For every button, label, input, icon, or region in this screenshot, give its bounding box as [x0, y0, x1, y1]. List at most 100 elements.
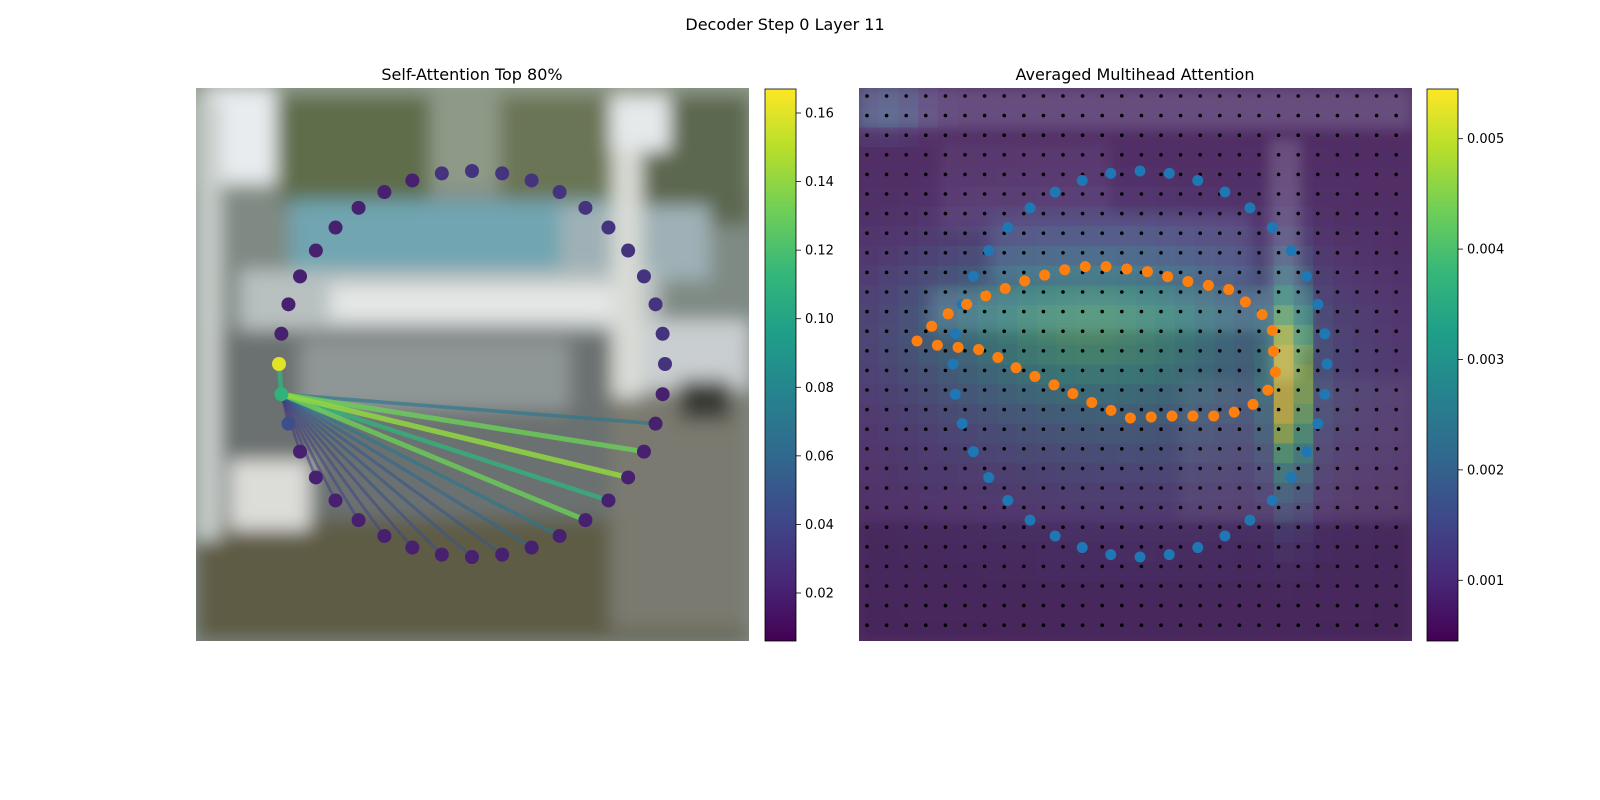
grid-point [1296, 447, 1300, 451]
grid-point [982, 623, 987, 627]
grid-point [1335, 466, 1340, 471]
heatmap-cell [1372, 364, 1393, 385]
heatmap-cell [918, 621, 939, 641]
heatmap-cell [938, 483, 959, 504]
heatmap-cell [1214, 147, 1235, 168]
grid-point [1335, 309, 1340, 314]
predicted-contour-point [1262, 384, 1274, 396]
predicted-contour-point [1239, 296, 1251, 308]
grid-point [1041, 251, 1046, 255]
grid-point [884, 584, 889, 588]
heatmap-cell [1372, 147, 1393, 168]
heatmap-cell [997, 562, 1018, 583]
heatmap-cell [1135, 522, 1156, 543]
colorbar-tick-label: 0.12 [805, 244, 834, 259]
grid-point [943, 525, 948, 529]
heatmap-cell [878, 522, 900, 543]
predicted-contour-point [911, 335, 923, 347]
grid-point [1198, 329, 1202, 334]
grid-point [1159, 486, 1163, 490]
grid-point [1394, 447, 1398, 451]
contour-point [351, 200, 366, 215]
heatmap-cell [898, 581, 919, 603]
heatmap-cell [1372, 423, 1393, 445]
grid-point [943, 251, 948, 255]
grid-point [1022, 349, 1026, 353]
heatmap-cell [1273, 305, 1295, 326]
heatmap-cell [1096, 502, 1117, 524]
grid-point [1276, 153, 1281, 157]
heatmap-cell [1333, 167, 1354, 188]
grid-point [1061, 251, 1065, 255]
grid-point [943, 368, 948, 373]
grid-point [1198, 564, 1202, 569]
grid-point [1041, 584, 1046, 588]
grid-point [982, 388, 987, 392]
predicted-contour-point [1100, 261, 1112, 273]
heatmap-cell [1352, 147, 1374, 168]
contour-point [655, 326, 670, 341]
heatmap-cell [938, 404, 959, 425]
heatmap-cell [898, 443, 919, 464]
heatmap-cell [1293, 285, 1314, 306]
grid-point [904, 349, 908, 353]
grid-point [982, 447, 987, 451]
heatmap-cell [1096, 581, 1117, 603]
grid-point [1394, 270, 1398, 275]
heatmap-cell [918, 246, 939, 267]
grid-point [1355, 368, 1359, 373]
grid-point [943, 113, 948, 118]
grid-point [1159, 407, 1163, 412]
heatmap-cell [957, 186, 979, 208]
grid-point [1159, 388, 1163, 392]
heatmap-cell [997, 265, 1018, 287]
grid-point [924, 407, 928, 412]
heatmap-cell [1115, 127, 1137, 148]
grid-point [1139, 211, 1144, 216]
grid-point [1100, 584, 1104, 588]
grid-point [1022, 545, 1026, 549]
heatmap-cell [957, 621, 979, 641]
grid-point [1257, 505, 1261, 510]
heatmap-cell [1036, 107, 1058, 129]
heatmap-cell [997, 325, 1018, 346]
grid-point [1374, 270, 1379, 275]
heatmap-cell [1214, 542, 1235, 563]
heatmap-cell [1234, 364, 1255, 385]
grid-point [1394, 329, 1398, 334]
grid-point [982, 486, 987, 490]
grid-point [1296, 270, 1300, 275]
grid-point [1374, 407, 1379, 412]
heatmap-cell [878, 621, 900, 641]
grid-point [865, 407, 869, 412]
heatmap-cell [1214, 621, 1235, 641]
grid-point [1316, 525, 1320, 529]
heatmap-cell [1056, 502, 1077, 524]
grid-point [1178, 211, 1183, 216]
grid-point [884, 447, 889, 451]
grid-point [1178, 113, 1183, 118]
grid-point [865, 368, 869, 373]
colorbar-tick-label: 0.001 [1467, 574, 1504, 589]
grid-point [1080, 466, 1085, 471]
grid-point [904, 505, 908, 510]
contour-point [274, 387, 289, 402]
heatmap-cell [1273, 423, 1295, 445]
heatmap-cell [1392, 364, 1412, 385]
grid-point [1159, 329, 1163, 334]
grid-point [1257, 525, 1261, 529]
heatmap-cell [1076, 127, 1097, 148]
heatmap-cell [957, 364, 979, 385]
heatmap-cell [1175, 285, 1196, 306]
grid-point [943, 153, 948, 157]
grid-point [1002, 211, 1006, 216]
grid-point [1335, 192, 1340, 196]
grid-point [1237, 113, 1242, 118]
grid-point [963, 486, 967, 490]
predicted-contour [911, 261, 1281, 424]
grid-point [1335, 172, 1340, 177]
heatmap-cell [878, 404, 900, 425]
heatmap-cell [1234, 186, 1255, 208]
heatmap-cell [1333, 226, 1354, 247]
contour-point [281, 297, 296, 312]
